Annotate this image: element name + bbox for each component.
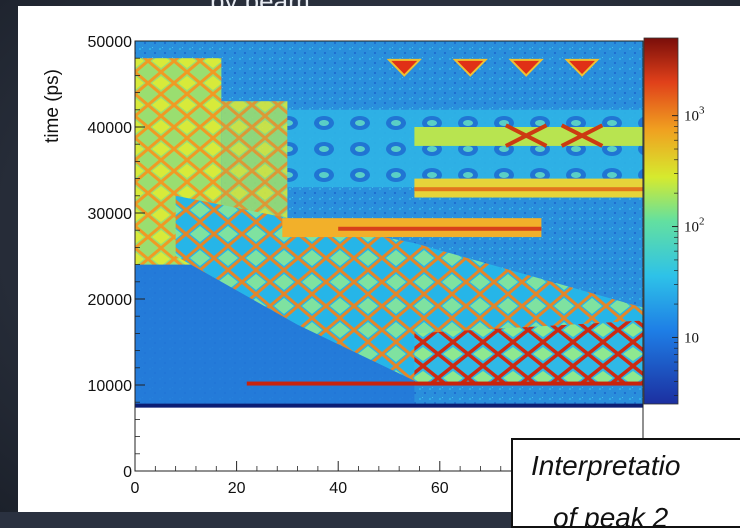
- low-cut-line: [135, 403, 643, 408]
- band-28000-core: [338, 226, 542, 231]
- top-peak-3: [564, 58, 600, 77]
- x-axis-ticks: 020406080: [131, 461, 624, 497]
- region-red-diamonds: [414, 320, 643, 385]
- band-10000: [246, 381, 643, 386]
- x-tick-label: 60: [431, 480, 449, 497]
- top-peak-1: [452, 58, 488, 77]
- callout-text-line-2: of peak 2: [553, 502, 669, 528]
- region-upper-bubbles: [287, 109, 643, 188]
- y-tick-label: 0: [123, 464, 132, 481]
- top-peak-0: [386, 58, 422, 77]
- callout-box: Interpretatio of peak 2: [511, 438, 740, 528]
- x-tick-label: 0: [131, 480, 140, 497]
- plot-area: [135, 41, 643, 471]
- colorbar-tick-label: 10: [684, 330, 699, 346]
- y-axis-ticks: 0 10000 20000 30000 40000 50000: [88, 34, 145, 481]
- plot-frame: [134, 40, 644, 472]
- colorbar-tick-label: 103: [684, 105, 705, 125]
- callout-text: Interpretatio: [531, 450, 681, 481]
- y-axis-title: time (ps): [42, 69, 63, 143]
- y-tick-label: 10000: [88, 378, 133, 395]
- y-tick-label: 50000: [88, 34, 133, 51]
- y-tick-label: 40000: [88, 120, 133, 137]
- red-x-mark-1: [560, 123, 604, 148]
- colorbar: [643, 37, 679, 405]
- y-tick-label: 30000: [88, 206, 133, 223]
- red-x-mark-0: [504, 123, 548, 148]
- top-peak-2: [508, 58, 544, 77]
- x-tick-label: 40: [329, 480, 347, 497]
- band-33000-stripe: [414, 187, 643, 192]
- heatmap-regions: [135, 41, 643, 408]
- colorbar-tick-label: 102: [684, 216, 705, 236]
- y-tick-label: 20000: [88, 292, 133, 309]
- x-tick-label: 20: [228, 480, 246, 497]
